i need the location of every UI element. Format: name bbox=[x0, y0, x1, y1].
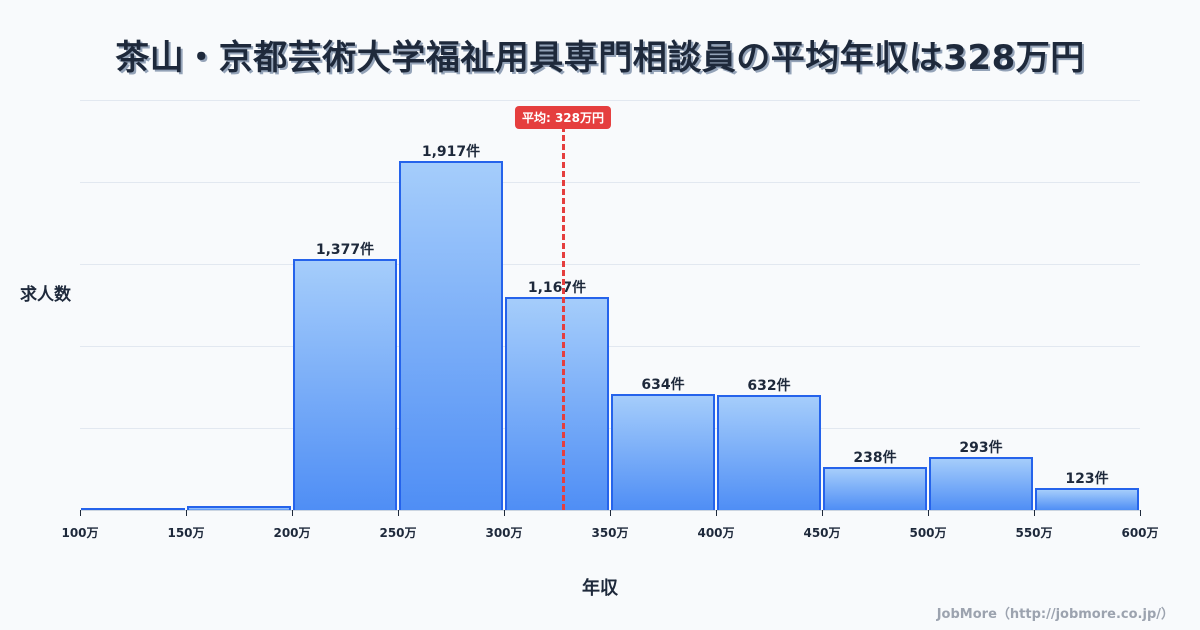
x-tick bbox=[504, 510, 505, 516]
gridline bbox=[80, 428, 1140, 429]
gridline bbox=[80, 264, 1140, 265]
plot-area: 1,377件 1,917件 1,167件 634件 632件 238件 293件 123件 bbox=[80, 100, 1140, 511]
x-tick-label: 400万 bbox=[697, 526, 735, 540]
bar-value-label: 1,917件 bbox=[421, 144, 481, 160]
bar-value-label: 632件 bbox=[747, 378, 791, 394]
bar-value-label: 123件 bbox=[1065, 471, 1109, 487]
x-tick-label: 150万 bbox=[167, 526, 205, 540]
x-tick-label: 550万 bbox=[1015, 526, 1053, 540]
histogram-bar bbox=[293, 259, 397, 510]
source-credit: JobMore（http://jobmore.co.jp/） bbox=[936, 607, 1174, 622]
x-tick bbox=[292, 510, 293, 516]
x-tick bbox=[1140, 510, 1141, 516]
histogram-bar bbox=[717, 395, 821, 510]
histogram-bar bbox=[1035, 488, 1139, 510]
histogram-bar bbox=[929, 457, 1033, 510]
x-tick bbox=[1034, 510, 1035, 516]
x-tick-label: 200万 bbox=[273, 526, 311, 540]
x-tick-label: 500万 bbox=[909, 526, 947, 540]
histogram-bar bbox=[187, 506, 291, 510]
x-tick-label: 600万 bbox=[1121, 526, 1159, 540]
bar-value-label: 238件 bbox=[853, 450, 897, 466]
x-tick-label: 350万 bbox=[591, 526, 629, 540]
mean-badge: 平均: 328万円 bbox=[514, 106, 612, 129]
x-tick bbox=[186, 510, 187, 516]
mean-line bbox=[562, 126, 565, 510]
histogram-bar bbox=[505, 297, 609, 510]
histogram-bar bbox=[611, 394, 715, 510]
x-tick bbox=[80, 510, 81, 516]
x-tick bbox=[610, 510, 611, 516]
x-tick bbox=[822, 510, 823, 516]
histogram-bar bbox=[399, 161, 503, 510]
x-axis-label: 年収 bbox=[582, 578, 618, 599]
chart-title: 茶山・京都芸術大学福祉用具専門相談員の平均年収は328万円 bbox=[115, 38, 1085, 78]
gridline bbox=[80, 346, 1140, 347]
x-tick-label: 450万 bbox=[803, 526, 841, 540]
x-tick bbox=[398, 510, 399, 516]
bar-value-label: 634件 bbox=[641, 377, 685, 393]
x-tick bbox=[928, 510, 929, 516]
bar-value-label: 1,377件 bbox=[315, 242, 375, 258]
gridline bbox=[80, 182, 1140, 183]
bar-value-label: 293件 bbox=[959, 440, 1003, 456]
y-axis-label: 求人数 bbox=[20, 285, 71, 305]
x-tick-label: 300万 bbox=[485, 526, 523, 540]
histogram-bar bbox=[81, 508, 185, 510]
histogram-bar bbox=[823, 467, 927, 510]
x-tick-label: 100万 bbox=[61, 526, 99, 540]
gridline bbox=[80, 100, 1140, 101]
bar-value-label: 1,167件 bbox=[527, 280, 587, 296]
x-tick-label: 250万 bbox=[379, 526, 417, 540]
x-tick bbox=[716, 510, 717, 516]
